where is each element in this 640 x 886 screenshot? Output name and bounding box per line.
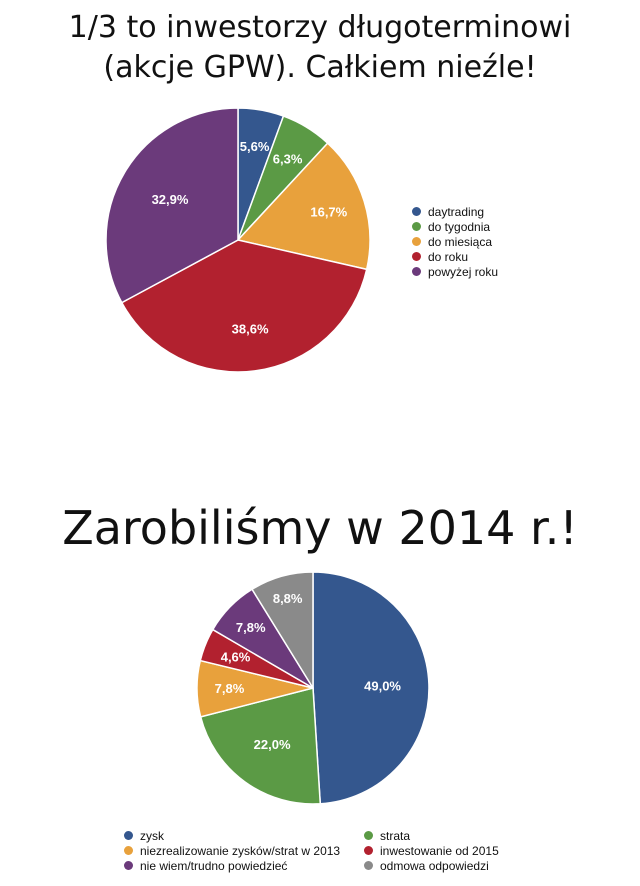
legend-swatch xyxy=(124,861,133,870)
chart2-label-strata: 22,0% xyxy=(254,737,291,752)
chart2-slice-zysk xyxy=(312,571,430,805)
chart2-slice-strata xyxy=(199,687,322,805)
chart2-legend-item-zysk: zysk xyxy=(124,828,364,843)
chart2-pie: 49,0% 22,0% 7,8% 4,6% 7,8% 8,8% xyxy=(196,571,430,805)
chart2-label-nie-wiem-trudno-powiedziec: 7,8% xyxy=(236,620,266,635)
chart2-label-odmowa-odpowiedzi: 8,8% xyxy=(273,591,303,606)
legend-swatch xyxy=(124,831,133,840)
chart2-legend: zysk strata niezrealizowanie zysków/strat … xyxy=(124,828,544,873)
chart2-title: Zarobiliśmy w 2014 r.! xyxy=(62,501,578,555)
chart1-legend-item-daytrading: daytrading xyxy=(412,204,498,219)
legend-label: powyżej roku xyxy=(428,264,499,279)
chart1-legend-item-do-miesiaca: do miesiąca xyxy=(412,234,498,249)
chart1-label-daytrading: 5,6% xyxy=(240,139,270,154)
chart1-slice-do-roku xyxy=(120,239,368,373)
legend-label: do miesiąca xyxy=(428,234,493,249)
legend-swatch xyxy=(364,846,373,855)
legend-label: niezrealizowanie zysków/strat w 2013 xyxy=(140,843,341,858)
legend-label: do tygodnia xyxy=(428,219,491,234)
legend-swatch xyxy=(412,207,421,216)
chart1-slice-powyzej-roku xyxy=(105,107,239,304)
chart1-legend: daytrading do tygodnia do miesiąca do roku p… xyxy=(412,204,498,279)
chart2-label-niezrealizowanie-zyskow-strat-w-2013: 7,8% xyxy=(215,681,245,696)
chart2-legend-item-nie-wiem-trudno-powiedziec: nie wiem/trudno powiedzieć xyxy=(124,858,364,873)
legend-label: zysk xyxy=(140,828,164,843)
chart2-label-zysk: 49,0% xyxy=(364,678,401,693)
chart2-legend-item-niezrealizowanie-zyskow-strat-w-2013: niezrealizowanie zysków/strat w 2013 xyxy=(124,843,364,858)
legend-label: nie wiem/trudno powiedzieć xyxy=(140,858,288,873)
legend-swatch xyxy=(412,222,421,231)
chart2-legend-item-inwestowanie-od-2015: inwestowanie od 2015 xyxy=(364,843,544,858)
chart1-label-powyzej-roku: 32,9% xyxy=(152,192,189,207)
chart1-label-do-roku: 38,6% xyxy=(232,321,269,336)
chart1-legend-item-powyzej-roku: powyżej roku xyxy=(412,264,498,279)
legend-swatch xyxy=(412,237,421,246)
legend-swatch xyxy=(364,861,373,870)
chart1-title-line1: 1/3 to inwestorzy długoterminowi xyxy=(68,10,572,45)
chart2-label-inwestowanie-od-2015: 4,6% xyxy=(221,649,251,664)
chart2-legend-item-odmowa-odpowiedzi: odmowa odpowiedzi xyxy=(364,858,544,873)
chart1-legend-item-do-roku: do roku xyxy=(412,249,498,264)
legend-swatch xyxy=(412,267,421,276)
chart1-title: 1/3 to inwestorzy długoterminowi (akcje … xyxy=(0,8,640,88)
chart1-pie: 5,6%6,3% 16,7% 38,6% 32,9% xyxy=(105,107,371,373)
chart2-slice-odmowa-odpowiedzi xyxy=(251,571,314,691)
legend-label: inwestowanie od 2015 xyxy=(380,843,499,858)
chart2-legend-item-strata: strata xyxy=(364,828,544,843)
legend-swatch xyxy=(124,846,133,855)
chart1-label-do-miesiaca: 16,7% xyxy=(310,204,347,219)
legend-label: do roku xyxy=(428,249,469,264)
chart1-title-line2: (akcje GPW). Całkiem nieźle! xyxy=(103,50,537,85)
chart1-label-do-tygodnia: 6,3% xyxy=(273,151,303,166)
legend-swatch xyxy=(412,252,421,261)
legend-label: daytrading xyxy=(428,204,485,219)
chart1-legend-item-do-tygodnia: do tygodnia xyxy=(412,219,498,234)
legend-swatch xyxy=(364,831,373,840)
legend-label: strata xyxy=(380,828,411,843)
chart1-slice-do-miesiaca xyxy=(236,142,371,271)
legend-label: odmowa odpowiedzi xyxy=(380,858,489,873)
